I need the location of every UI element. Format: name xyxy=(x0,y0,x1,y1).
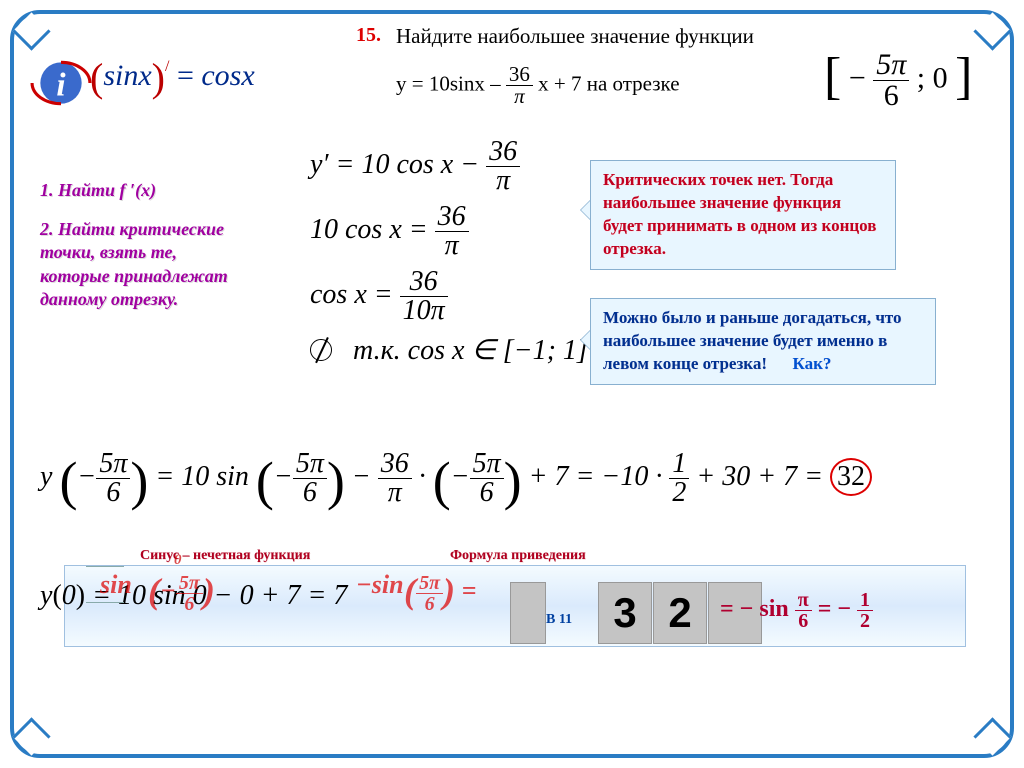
corner-notch xyxy=(973,717,1011,755)
hint-lhs: sinx xyxy=(103,59,151,92)
frac-num: 36 xyxy=(506,64,533,86)
right-bracket: ] xyxy=(955,48,972,105)
note-odd-function: Синус – нечетная функция xyxy=(140,548,310,564)
y: y xyxy=(40,461,52,492)
work-line-4: т.к. cos x ∈ [−1; 1] xyxy=(310,333,588,367)
func-prefix: y = 10sinx – xyxy=(396,71,506,95)
empty-set-icon xyxy=(310,339,332,361)
hint-icon: i xyxy=(30,52,92,114)
answer-digit-1: 3 xyxy=(598,582,652,644)
equals: = xyxy=(177,59,201,92)
answer-cell xyxy=(510,582,546,644)
problem-number: 15. xyxy=(356,24,381,47)
svg-text:i: i xyxy=(56,67,66,103)
derivation: y′ = 10 cos x − 36π 10 cos x = 36π cos x… xyxy=(310,130,588,375)
right-paren: ) xyxy=(152,55,165,100)
callout-tail xyxy=(571,200,591,220)
corner-notch xyxy=(12,12,50,50)
callout-tail xyxy=(571,330,591,350)
circled-answer: 32 xyxy=(830,458,872,496)
frac: 36π xyxy=(486,138,520,195)
ghost-sin-1: sin xyxy=(100,570,132,600)
interval-right: ; 0 xyxy=(917,61,948,94)
ghost-frac-2: (5π6) = xyxy=(404,570,477,614)
callout-text: Можно было и раньше догадаться, что наиб… xyxy=(603,308,902,373)
work-line-3: cos x = 3610π xyxy=(310,268,588,325)
hint-formula: (sinx)/ = cosx xyxy=(90,54,255,101)
answer-digit-2: 2 xyxy=(653,582,707,644)
step-2: 2. Найти критические точки, взять те, ко… xyxy=(40,218,250,312)
interval-frac: 5π 6 xyxy=(873,50,909,111)
frac-den: π xyxy=(506,86,533,107)
callout-guess: Можно было и раньше догадаться, что наиб… xyxy=(590,298,936,385)
slide-stage: 15. Найдите наибольшее значение функции … xyxy=(0,0,1024,768)
interval: [ − 5π 6 ; 0 ] xyxy=(824,50,972,111)
text: y′ = 10 cos x − xyxy=(310,149,486,180)
text: 10 cos x = xyxy=(310,214,435,245)
problem-title: Найдите наибольшее значение функции xyxy=(396,24,754,49)
func-suffix: x + 7 на отрезке xyxy=(538,71,679,95)
frac: 36π xyxy=(435,203,469,260)
reduction-result: = − sin π6 = − 12 xyxy=(720,590,873,631)
prime: / xyxy=(165,58,169,75)
corner-notch xyxy=(973,12,1011,50)
work-line-2: 10 cos x = 36π xyxy=(310,203,588,260)
ghost-frac-1: (−5π6) xyxy=(148,570,215,614)
left-bracket: [ xyxy=(824,48,841,105)
frac: 3610π xyxy=(400,268,448,325)
note-reduction-formula: Формула приведения xyxy=(450,548,586,564)
step-1: 1. Найти f ′(x) xyxy=(40,180,156,201)
ghost-zero: 0 xyxy=(174,552,182,569)
callout-no-critical: Критических точек нет. Тогда наибольшее … xyxy=(590,160,896,270)
work-line-1: y′ = 10 cos x − 36π xyxy=(310,138,588,195)
problem-function: y = 10sinx – 36 π x + 7 на отрезке xyxy=(396,64,680,107)
ghost-sin-2: −sin xyxy=(356,570,404,600)
func-frac: 36 π xyxy=(506,64,533,107)
frac-den: 6 xyxy=(873,81,909,111)
answer-label: В 11 xyxy=(546,612,572,628)
frac-num: 5π xyxy=(873,50,909,81)
hint-rhs: cosx xyxy=(201,59,254,92)
text: т.к. cos x ∈ [−1; 1] xyxy=(353,335,588,366)
corner-notch xyxy=(12,717,50,755)
calculation-left-endpoint: y (−5π6) = 10 sin (−5π6) − 36π · (−5π6) … xyxy=(40,450,872,512)
text: cos x = xyxy=(310,279,400,310)
how-link[interactable]: Как? xyxy=(792,354,831,373)
left-paren: ( xyxy=(90,55,103,100)
